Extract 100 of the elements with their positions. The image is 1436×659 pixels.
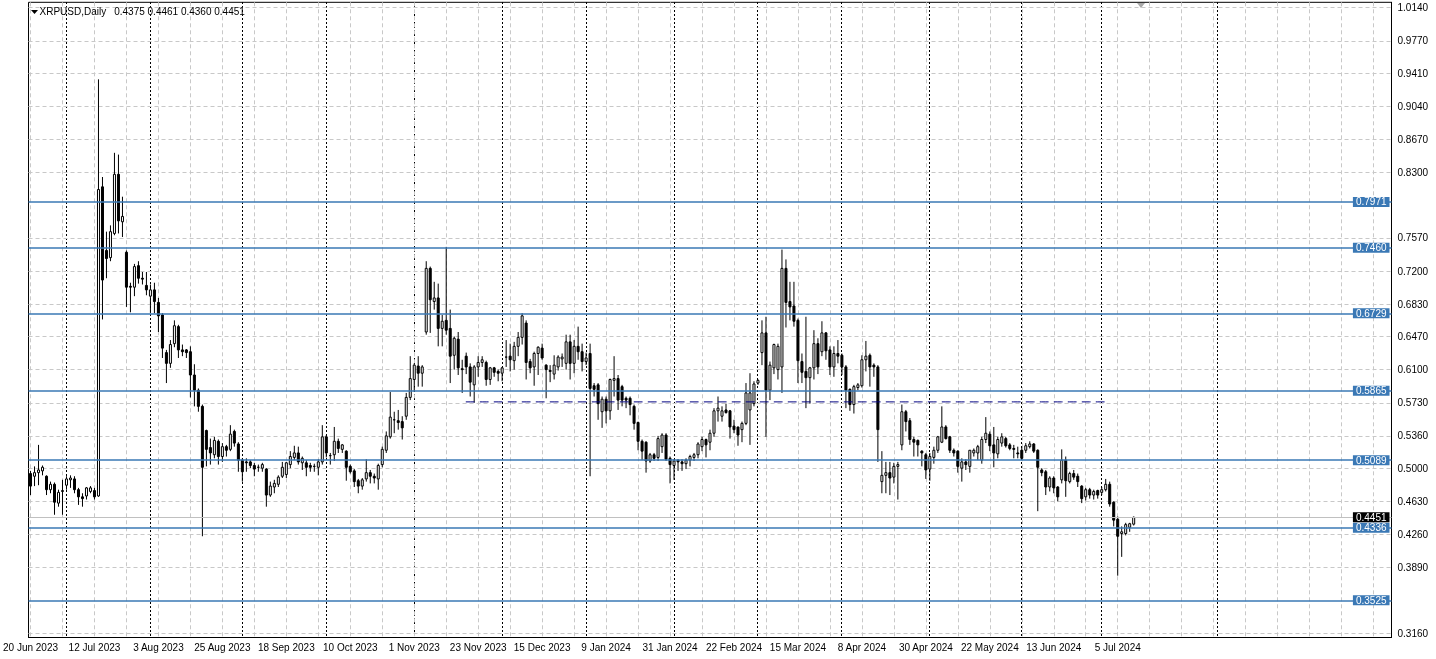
candlestick [992,426,996,468]
candlestick [400,415,404,440]
candlestick [188,345,192,398]
candlestick [928,452,932,482]
chart-title: XRPUSD,Daily [39,5,107,17]
x-tick-label: 18 Sep 2023 [257,642,316,653]
candlestick [484,360,488,387]
candlestick [61,479,64,516]
y-tick-label: 1.0140 [1397,2,1429,14]
x-tick-label: 10 Oct 2023 [323,642,378,653]
x-tick-label: 22 Feb 2024 [705,642,763,653]
y-tick-label: 0.3890 [1397,562,1429,574]
candlestick [896,461,900,501]
candlestick [644,440,648,474]
y-tick-label: 0.9770 [1397,35,1429,47]
x-tick-label: 25 Aug 2023 [194,642,251,653]
candlestick [508,343,512,372]
candlestick [228,424,232,452]
candlestick [212,436,216,459]
y-tick-label: 0.3160 [1397,627,1429,639]
candlestick [220,442,224,463]
x-tick-label: 8 Apr 2024 [837,642,887,653]
candlestick [364,458,368,483]
candlestick [880,450,884,494]
candlestick [216,439,220,466]
y-tick-label: 0.5360 [1397,430,1429,442]
candlestick [172,319,176,348]
candlestick [968,449,972,474]
y-tick-label: 0.8670 [1397,133,1429,145]
candlestick [544,363,548,399]
candlestick [168,339,172,369]
candlestick [132,263,136,297]
candlestick [148,284,152,314]
ref-line-label: 0.5089 [1355,454,1387,466]
y-tick-label: 0.6100 [1397,364,1429,376]
chart-subtitle: 0.4375 0.4461 0.4360 0.4451 [114,5,246,17]
x-tick-label: 12 Jul 2023 [68,642,121,653]
y-tick-label: 0.4630 [1397,495,1429,507]
candlestick [176,324,180,359]
x-tick-label: 15 Dec 2023 [513,642,571,653]
x-tick-label: 23 Nov 2023 [449,642,507,653]
candlestick [852,384,856,415]
candlestick [564,334,568,371]
y-tick-label: 0.6470 [1397,330,1429,342]
candlestick [33,465,37,487]
y-tick-label: 0.9410 [1397,67,1429,79]
ref-line-label: 0.7460 [1355,242,1387,254]
candlestick [680,458,684,472]
candlestick [1044,469,1048,496]
y-tick-label: 0.7570 [1397,232,1429,244]
ref-line-label: 0.5865 [1355,385,1387,397]
y-tick-label: 0.4260 [1397,528,1429,540]
y-tick-label: 0.8300 [1397,167,1429,179]
candlestick [420,364,424,388]
ref-line-label: 0.4336 [1355,522,1387,534]
candlestick [1064,456,1068,498]
x-tick-label: 3 Aug 2023 [133,642,185,653]
x-tick-label: 15 Mar 2024 [769,642,827,653]
candlestick [888,461,892,496]
ref-line-label: 0.6729 [1355,307,1387,319]
candlestick [504,339,508,368]
candlestick [136,260,140,285]
y-tick-label: 0.6830 [1397,298,1429,310]
candlestick [512,341,516,371]
candlestick [460,359,464,394]
x-tick-label: 30 Apr 2024 [898,642,954,653]
y-tick-label: 0.5000 [1397,462,1429,474]
candlestick [916,439,920,458]
candlestick [552,354,556,380]
x-tick-label: 5 Jul 2024 [1094,642,1142,653]
candlestick [688,454,692,467]
candlestick [1060,448,1064,484]
candlestick [396,409,400,431]
candlestick [568,334,572,380]
candlestick [996,436,1000,459]
candlestick [980,436,984,465]
x-tick-label: 20 Jun 2023 [2,642,59,653]
candlestick [376,463,380,491]
candlestick [472,364,476,404]
ref-line-label: 0.4451 [1355,511,1387,523]
x-tick-label: 22 May 2024 [960,642,1020,653]
candlestick [53,482,56,516]
x-tick-label: 31 Jan 2024 [642,642,698,653]
candlestick [988,430,992,452]
x-tick-label: 13 Jun 2024 [1026,642,1082,653]
candlestick [344,449,348,482]
candlestick [152,282,156,314]
candlestick [144,271,148,296]
candlestick [656,435,660,462]
x-tick-label: 1 Nov 2023 [388,642,441,653]
candlestick [804,316,808,409]
candlestick [332,426,336,462]
ref-line-label: 0.3525 [1355,594,1387,606]
candlestick [416,355,420,388]
candlestick [748,372,752,446]
y-tick-label: 0.9040 [1397,100,1429,112]
x-tick-label: 9 Jan 2024 [581,642,632,653]
ref-line-label: 0.7971 [1355,196,1387,208]
y-tick-label: 0.5730 [1397,397,1429,409]
y-tick-label: 0.7200 [1397,265,1429,277]
